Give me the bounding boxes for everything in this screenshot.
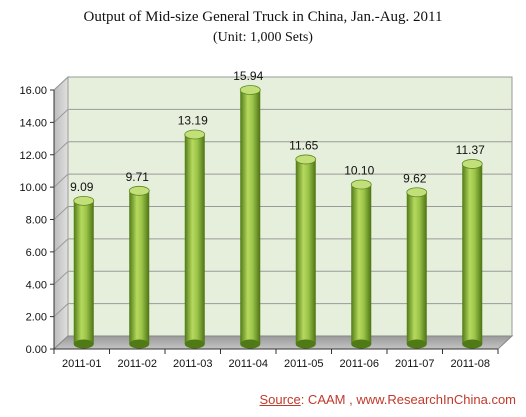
bar-top [295, 154, 317, 165]
y-tick-label: 8.00 [26, 215, 47, 227]
x-tick-label: 2011-03 [173, 358, 213, 370]
x-tick-label: 2011-05 [284, 358, 324, 370]
plot-background [52, 75, 514, 351]
bar-base [462, 339, 483, 349]
bar-body [351, 184, 372, 344]
x-tick-label: 2011-06 [339, 358, 379, 370]
bar-top [73, 195, 95, 206]
bar-body [73, 200, 94, 344]
x-tick-label: 2011-07 [395, 358, 435, 370]
bar-body [184, 134, 205, 344]
bar-top [184, 129, 206, 140]
bar [73, 195, 95, 349]
bar-top [239, 85, 261, 95]
data-label: 13.19 [178, 113, 208, 127]
bar [239, 85, 261, 349]
y-axis: 0.00 2.00 4.00 6.00 8.00 10.00 12.00 14.00 16.00 [19, 85, 55, 356]
bar [406, 187, 428, 349]
bar-top [128, 185, 150, 196]
data-label: 11.65 [289, 138, 318, 152]
bar-base [184, 339, 205, 349]
data-labels: 9.09 9.71 13.19 15.94 11.65 10.10 9.62 11.37 [70, 69, 485, 194]
gridline [53, 76, 512, 91]
data-label: 9.71 [126, 170, 150, 184]
data-label: 10.10 [344, 164, 374, 178]
data-label: 11.37 [456, 143, 485, 157]
gridline [53, 173, 512, 188]
y-tick-label: 12.00 [19, 150, 47, 162]
data-label: 15.94 [233, 69, 263, 83]
bar-base [351, 339, 372, 349]
chart-subtitle: (Unit: 1,000 Sets) [213, 30, 313, 45]
data-label: 9.62 [403, 171, 427, 185]
bar-base [295, 339, 316, 349]
bar-top [461, 159, 483, 169]
y-tick-label: 4.00 [26, 279, 47, 291]
bar-base [406, 339, 427, 349]
bar-body [129, 190, 150, 344]
y-tick-label: 16.00 [19, 85, 47, 97]
gridline [53, 141, 512, 156]
source-text: : CAAM , www.ResearchInChina.com [300, 392, 516, 407]
bar-top [350, 179, 372, 190]
bar-body [295, 159, 316, 344]
y-tick-label: 14.00 [19, 117, 47, 129]
y-tick-label: 0.00 [26, 344, 47, 356]
bar [350, 179, 372, 349]
bars [73, 85, 483, 349]
floor [52, 335, 514, 350]
bar [295, 154, 317, 349]
bar-base [240, 339, 261, 349]
x-tick-label: 2011-08 [450, 358, 490, 370]
bar-body [406, 192, 427, 344]
data-label: 9.09 [70, 180, 94, 194]
x-axis: 2011-01 2011-02 2011-03 2011-04 2011-05 2011-… [53, 348, 499, 370]
x-tick-label: 2011-02 [117, 358, 157, 370]
y-tick-label: 6.00 [26, 247, 47, 259]
bar-body [462, 163, 483, 344]
gridline [53, 108, 512, 123]
x-tick-label: 2011-01 [62, 358, 102, 370]
chart-title: Output of Mid-size General Truck in Chin… [83, 9, 443, 25]
bar [128, 185, 150, 349]
bar-top [406, 187, 428, 198]
bar-base [73, 339, 94, 349]
source-note: Source: CAAM , www.ResearchInChina.com [260, 392, 517, 407]
bar-body [240, 89, 261, 344]
source-label: Source [259, 392, 301, 407]
y-tick-label: 2.00 [26, 312, 47, 324]
x-tick-label: 2011-04 [228, 358, 268, 370]
y-tick-label: 10.00 [19, 182, 47, 194]
bar [461, 159, 483, 349]
bar-base [129, 339, 150, 349]
bar [184, 129, 206, 349]
